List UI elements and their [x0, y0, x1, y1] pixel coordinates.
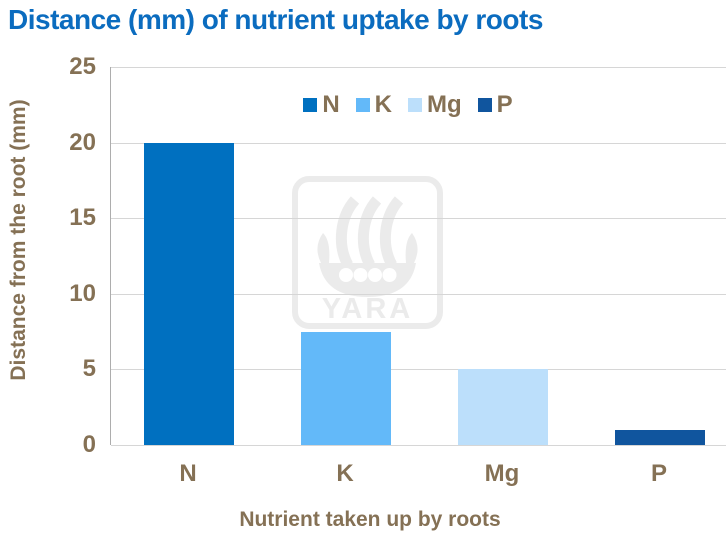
y-tick-label-10: 10 [69, 279, 96, 307]
gridline-y-5 [111, 369, 726, 371]
y-tick-label-15: 15 [69, 204, 96, 232]
plot-area [110, 67, 726, 446]
bar-K [301, 331, 391, 445]
y-tick-label-0: 0 [82, 431, 96, 458]
legend-swatch-N [303, 98, 318, 112]
y-tick-label-5: 5 [82, 355, 96, 383]
legend-label-K: K [374, 91, 392, 118]
chart-legend: N K Mg P [100, 92, 716, 118]
bar-N [144, 142, 234, 445]
gridline-y-0 [111, 445, 726, 446]
legend-label-N: N [322, 91, 340, 118]
legend-label-Mg: Mg [427, 91, 462, 118]
legend-swatch-Mg [408, 98, 422, 112]
legend-item-Mg: Mg [408, 91, 462, 118]
gridline-y-25 [111, 67, 726, 68]
legend-label-P: P [496, 91, 513, 118]
gridline-y-10 [111, 293, 726, 295]
yara-logo-watermark-icon: YARA [292, 176, 443, 329]
legend-item-N: N [303, 91, 340, 118]
x-category-label-N: N [179, 460, 197, 487]
gridline-y-20 [111, 142, 726, 144]
y-tick-label-20: 20 [69, 128, 96, 156]
bar-Mg [458, 369, 548, 445]
x-category-label-K: K [336, 460, 354, 487]
legend-item-P: P [477, 91, 513, 118]
legend-item-K: K [355, 91, 392, 118]
yara-wordmark: YARA [322, 293, 414, 325]
legend-swatch-K [355, 98, 370, 112]
chart-title: Distance (mm) of nutrient uptake by root… [8, 4, 543, 35]
x-category-label-Mg: Mg [484, 460, 520, 487]
bar-P [615, 429, 705, 445]
legend-swatch-P [477, 98, 492, 112]
gridline-y-15 [111, 218, 726, 220]
x-axis-title: Nutrient taken up by roots [239, 508, 501, 531]
x-category-label-P: P [650, 460, 667, 487]
y-tick-label-25: 25 [69, 53, 96, 80]
